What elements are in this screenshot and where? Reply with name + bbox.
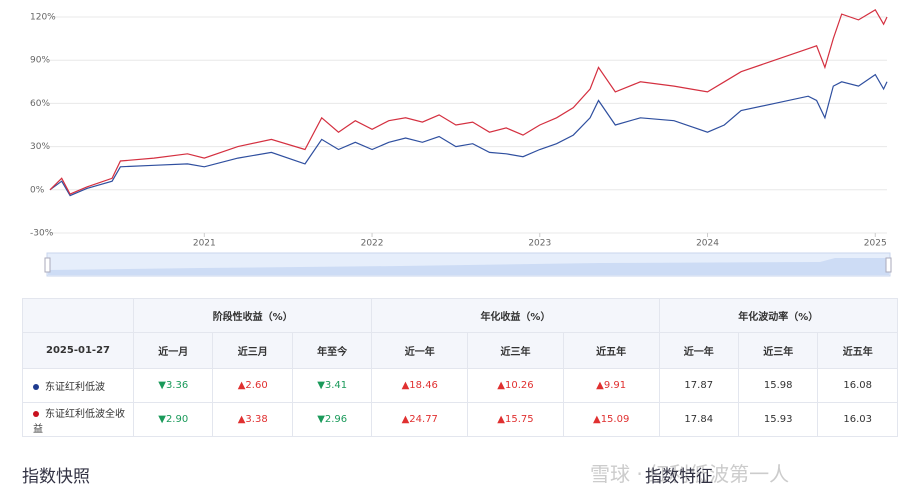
y-tick-label: -30%	[30, 229, 54, 239]
column-header: 近三年	[737, 332, 819, 369]
group-header: 年化收益（%）	[371, 298, 660, 333]
chart: -30% 0% 30% 60% 90% 120% 2021 2022 2023 2024 2025	[30, 8, 892, 277]
column-header: 近三月	[212, 332, 293, 369]
y-tick-label: 0%	[30, 185, 45, 195]
series-line	[49, 73, 888, 197]
section-title[interactable]: 指数快照	[22, 467, 90, 487]
row-name-cell: 东证红利低波	[22, 368, 134, 403]
group-header: 阶段性收益（%）	[132, 298, 373, 333]
value-cell: 15.93	[737, 402, 819, 437]
legend-dot	[33, 410, 39, 417]
slider-area	[48, 258, 889, 275]
column-header: 近五年	[817, 332, 898, 369]
value-cell: 16.03	[817, 402, 898, 437]
value-cell: ▼2.90	[132, 402, 214, 437]
data-table: 阶段性收益（%） 年化收益（%） 年化波动率（%） 2025-01-27 近一月 近三月年…	[22, 298, 899, 437]
value-cell: ▼3.41	[291, 368, 373, 403]
data-row: 东证红利低波 ▼3.36 ▲2.60 ▼3.41 ▲18.46 ▲10.26 ▲9.91 17…	[22, 368, 898, 403]
value-cell: ▲15.09	[562, 402, 660, 437]
y-tick-label: 30%	[30, 142, 50, 152]
y-tick-label: 60%	[30, 99, 50, 109]
x-tick-label: 2023	[528, 239, 551, 249]
series-line	[49, 8, 888, 195]
value-cell: ▲24.77	[371, 402, 469, 437]
x-tick-label: 2025	[864, 239, 887, 249]
value-cell: 15.98	[737, 368, 819, 403]
value-cell: ▲10.26	[467, 368, 564, 403]
value-cell: ▲9.91	[562, 368, 660, 403]
column-header: 年至今	[291, 332, 373, 369]
value-cell: ▲2.60	[212, 368, 293, 403]
x-tick-label: 2022	[361, 239, 384, 249]
group-header: 年化波动率（%）	[658, 298, 899, 333]
value-cell: ▲3.38	[212, 402, 293, 437]
value-cell: ▼2.96	[291, 402, 373, 437]
value-cell: ▲18.46	[371, 368, 469, 403]
value-cell: 16.08	[817, 368, 898, 403]
column-header: 近一月	[132, 332, 214, 369]
header-row: 2025-01-27 近一月 近三月 年至今 近一年 近三年 近五年 近一年 近三年 近五年	[22, 332, 898, 369]
data-row: 东证红利低波全收益 ▼2.90 ▲3.38 ▼2.96 ▲24.77 ▲15.75 ▲15.…	[22, 402, 898, 437]
column-header: 近一年	[371, 332, 469, 369]
row-name: 东证红利低波	[45, 382, 105, 393]
column-header: 近三年	[467, 332, 564, 369]
cell	[22, 298, 134, 333]
value-cell: 17.84	[658, 402, 739, 437]
legend-dot	[33, 384, 39, 390]
slider-handle[interactable]	[885, 257, 892, 273]
x-tick-label: 2021	[193, 239, 216, 249]
value-cell: ▼3.36	[132, 368, 214, 403]
row-name-cell: 东证红利低波全收益	[22, 402, 134, 437]
value-cell: ▲15.75	[467, 402, 564, 437]
y-tick-label: 120%	[30, 13, 56, 23]
watermark: 雪球 · 红利低波第一人	[590, 462, 790, 486]
slider-handle[interactable]	[44, 257, 51, 273]
row-name: 东证红利低波全收益	[33, 408, 125, 435]
y-tick-label: 90%	[30, 56, 50, 66]
column-header: 近五年	[562, 332, 660, 369]
section-title[interactable]: 指数特征	[645, 467, 713, 487]
x-tick-label: 2024	[696, 239, 719, 249]
value-cell: 17.87	[658, 368, 739, 403]
date-header: 2025-01-27	[22, 332, 134, 369]
header-row: 阶段性收益（%） 年化收益（%） 年化波动率（%）	[22, 298, 899, 333]
column-header: 近一年	[658, 332, 739, 369]
